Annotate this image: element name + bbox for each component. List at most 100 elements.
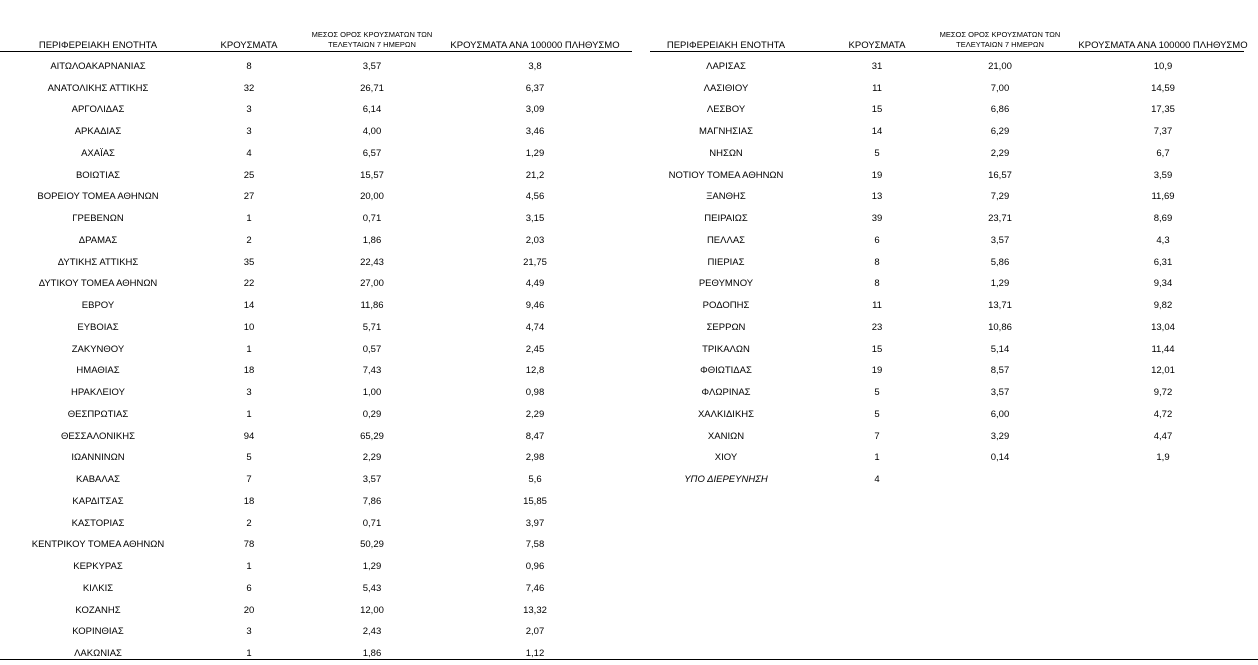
cell-value: 3,15 — [525, 213, 545, 225]
cell-value: 8 — [246, 61, 252, 72]
region-name: ΦΘΙΩΤΙΔΑΣ — [700, 365, 752, 377]
cell-value: 94 — [243, 430, 255, 442]
cell-value: 1,29 — [525, 147, 545, 159]
column-header: ΜΕΣΟΣ ΟΡΟΣ ΚΡΟΥΣΜΑΤΩΝ ΤΩΝ ΤΕΛΕΥΤΑΙΩΝ 7 Η… — [939, 30, 1061, 49]
region-name: ΤΡΙΚΑΛΩΝ — [702, 343, 750, 355]
cell-value: 50,29 — [360, 539, 384, 551]
cell-value: 4 — [246, 147, 252, 159]
cell-value: 12,8 — [525, 365, 545, 377]
column-header: ΜΕΣΟΣ ΟΡΟΣ ΚΡΟΥΣΜΑΤΩΝ ΤΩΝ ΤΕΛΕΥΤΑΙΩΝ 7 Η… — [311, 30, 433, 49]
cell-value: 4,00 — [362, 126, 382, 138]
cell-value: 22 — [243, 278, 255, 290]
region-name: ΦΛΩΡΙΝΑΣ — [701, 387, 751, 399]
cell-value: 21,75 — [523, 256, 547, 268]
cell-value: 16,57 — [988, 169, 1012, 181]
cell-value: 3,29 — [990, 430, 1010, 442]
region-name: ΜΑΓΝΗΣΙΑΣ — [699, 126, 753, 138]
cell-value: 1 — [246, 408, 252, 420]
cell-value: 7,46 — [525, 582, 545, 594]
column-header: ΚΡΟΥΣΜΑΤΑ — [220, 40, 278, 51]
cell-value: 18 — [243, 365, 255, 377]
cell-value: 4,74 — [525, 321, 545, 333]
region-name: ΚΕΝΤΡΙΚΟΥ ΤΟΜΕΑ ΑΘΗΝΩΝ — [31, 539, 165, 551]
region-name: ΚΟΖΑΝΗΣ — [75, 604, 121, 616]
region-name: ΕΥΒΟΙΑΣ — [77, 321, 119, 333]
column-header: ΠΕΡΙΦΕΡΕΙΑΚΗ ΕΝΟΤΗΤΑ — [666, 40, 786, 51]
cell-value: 1 — [246, 343, 252, 355]
cell-value: 13,71 — [988, 300, 1012, 312]
cell-value: 2,29 — [990, 147, 1010, 159]
cell-value: 1,00 — [362, 387, 382, 399]
cell-value: 2,29 — [525, 408, 545, 420]
cell-value: 5,71 — [362, 321, 382, 333]
cell-value: 11,86 — [360, 300, 384, 312]
cell-value: 12,01 — [1151, 365, 1175, 377]
cell-value: 32 — [243, 82, 255, 94]
cell-value: 2,29 — [362, 452, 382, 464]
header-rule — [650, 51, 1244, 52]
cell-value: 27,00 — [360, 278, 384, 290]
region-name: ΣΕΡΡΩΝ — [706, 321, 746, 333]
cell-value: 7,37 — [1153, 126, 1173, 138]
cell-value: 22,43 — [360, 256, 384, 268]
cell-value: 7,43 — [362, 365, 382, 377]
region-name: ΔΥΤΙΚΗΣ ΑΤΤΙΚΗΣ — [57, 256, 139, 268]
cell-value: 3,57 — [362, 474, 382, 486]
cell-value: 10,9 — [1153, 61, 1173, 72]
cell-value: 5 — [874, 387, 880, 399]
cell-value: 9,34 — [1153, 278, 1173, 290]
region-name: ΛΑΣΙΘΙΟΥ — [703, 82, 749, 94]
cell-value: 9,46 — [525, 300, 545, 312]
cell-value: 6,00 — [990, 408, 1010, 420]
region-name: ΚΑΡΔΙΤΣΑΣ — [72, 495, 124, 507]
cell-value: 15,85 — [523, 495, 547, 507]
region-name: ΝΗΣΩΝ — [709, 147, 743, 159]
cell-value: 5 — [874, 408, 880, 420]
cell-value: 8 — [874, 278, 880, 290]
cell-value: 65,29 — [360, 430, 384, 442]
region-name: ΒΟΡΕΙΟΥ ΤΟΜΕΑ ΑΘΗΝΩΝ — [37, 191, 159, 203]
region-name: ΡΕΘΥΜΝΟΥ — [698, 278, 754, 290]
cell-value: 0,14 — [990, 452, 1010, 464]
cell-value: 5 — [246, 452, 252, 464]
region-name: ΝΟΤΙΟΥ ΤΟΜΕΑ ΑΘΗΝΩΝ — [668, 169, 784, 181]
region-name: ΖΑΚΥΝΘΟΥ — [71, 343, 125, 355]
cell-value: 1 — [246, 647, 252, 659]
cell-value: 7,58 — [525, 539, 545, 551]
region-name: ΙΩΑΝΝΙΝΩΝ — [71, 452, 125, 464]
region-name: ΓΡΕΒΕΝΩΝ — [72, 213, 124, 225]
cell-value: 39 — [871, 213, 883, 225]
cell-value: 14 — [871, 126, 883, 138]
cell-value: 3,57 — [362, 61, 382, 72]
cell-value: 18 — [243, 495, 255, 507]
cell-value: 31 — [871, 61, 883, 72]
cell-value: 1,9 — [1156, 452, 1170, 464]
cell-value: 3,46 — [525, 126, 545, 138]
region-name: ΒΟΙΩΤΙΑΣ — [75, 169, 121, 181]
cell-value: 6,14 — [362, 104, 382, 116]
cell-value: 1,29 — [990, 278, 1010, 290]
bottom-rule — [0, 659, 1258, 660]
region-name: ΚΙΛΚΙΣ — [82, 582, 114, 594]
cell-value: 5,6 — [528, 474, 542, 486]
cell-value: 20,00 — [360, 191, 384, 203]
cell-value: 0,96 — [525, 561, 545, 573]
region-name: ΔΡΑΜΑΣ — [78, 234, 118, 246]
region-name: ΚΑΒΑΛΑΣ — [76, 474, 120, 486]
cell-value: 8,57 — [990, 365, 1010, 377]
column-header: ΚΡΟΥΣΜΑΤΑ ΑΝΑ 100000 ΠΛΗΘΥΣΜΟ — [450, 40, 620, 51]
cell-value: 11 — [872, 82, 882, 94]
cell-value: 9,82 — [1153, 300, 1173, 312]
region-name: ΗΡΑΚΛΕΙΟΥ — [71, 387, 125, 399]
cell-value: 3 — [246, 104, 252, 116]
cell-value: 7,29 — [990, 191, 1010, 203]
cell-value: 1,86 — [362, 234, 382, 246]
cell-value: 0,71 — [362, 517, 382, 529]
region-name: ΑΡΓΟΛΙΔΑΣ — [71, 104, 125, 116]
region-name: ΛΑΡΙΣΑΣ — [706, 61, 746, 72]
cell-value: 6,7 — [1156, 147, 1170, 159]
cell-value: 15,57 — [360, 169, 384, 181]
cell-value: 4,49 — [525, 278, 545, 290]
cell-value: 17,35 — [1151, 104, 1175, 116]
region-name: ΚΕΡΚΥΡΑΣ — [73, 561, 123, 573]
